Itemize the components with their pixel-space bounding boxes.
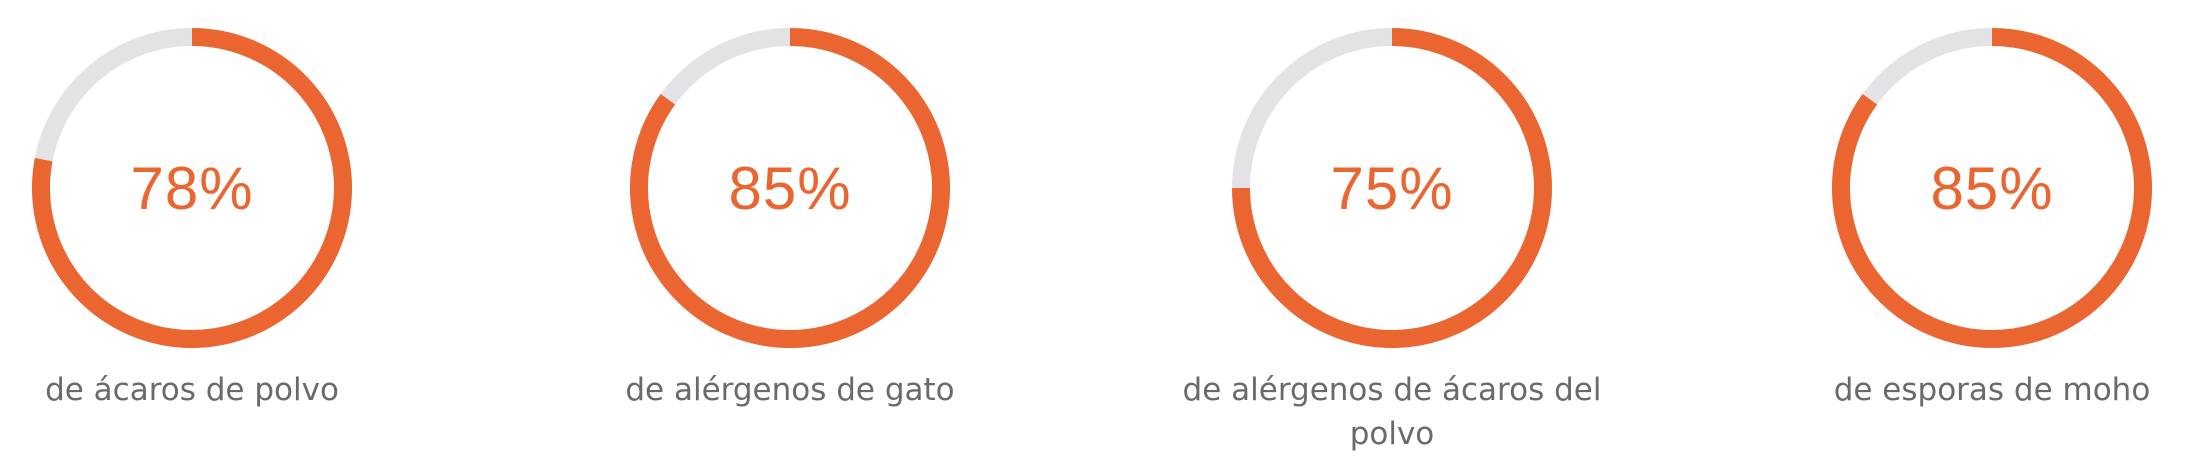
donut-value-arc [1832, 28, 2152, 348]
stat-label: de alérgenos de ácaros del polvo [1182, 372, 1602, 452]
stat-dust-mite-allergens: 75% de alérgenos de ácaros del polvo [1182, 28, 1602, 468]
stat-mold-spores: 85% de esporas de moho [1782, 28, 2202, 468]
stat-label: de ácaros de polvo [45, 372, 339, 408]
donut-svg [630, 28, 950, 348]
donut-chart: 78% [32, 28, 352, 348]
donut-value-arc [1232, 28, 1552, 348]
donut-svg [1832, 28, 2152, 348]
stat-label: de alérgenos de gato [625, 372, 955, 408]
donut-chart: 85% [1832, 28, 2152, 348]
donut-svg [1232, 28, 1552, 348]
donut-value-arc [630, 28, 950, 348]
donut-value: 85% [1930, 154, 2054, 222]
donut-value: 85% [728, 154, 852, 222]
donut-value: 78% [130, 154, 254, 222]
stat-label: de esporas de moho [1833, 372, 2151, 408]
donut-value-arc [32, 28, 352, 348]
donut-chart: 75% [1232, 28, 1552, 348]
donut-value: 75% [1330, 154, 1454, 222]
donut-chart: 85% [630, 28, 950, 348]
stat-dust-mites: 78% de ácaros de polvo [0, 28, 402, 468]
donut-svg [32, 28, 352, 348]
stat-cat-allergens: 85% de alérgenos de gato [580, 28, 1000, 468]
